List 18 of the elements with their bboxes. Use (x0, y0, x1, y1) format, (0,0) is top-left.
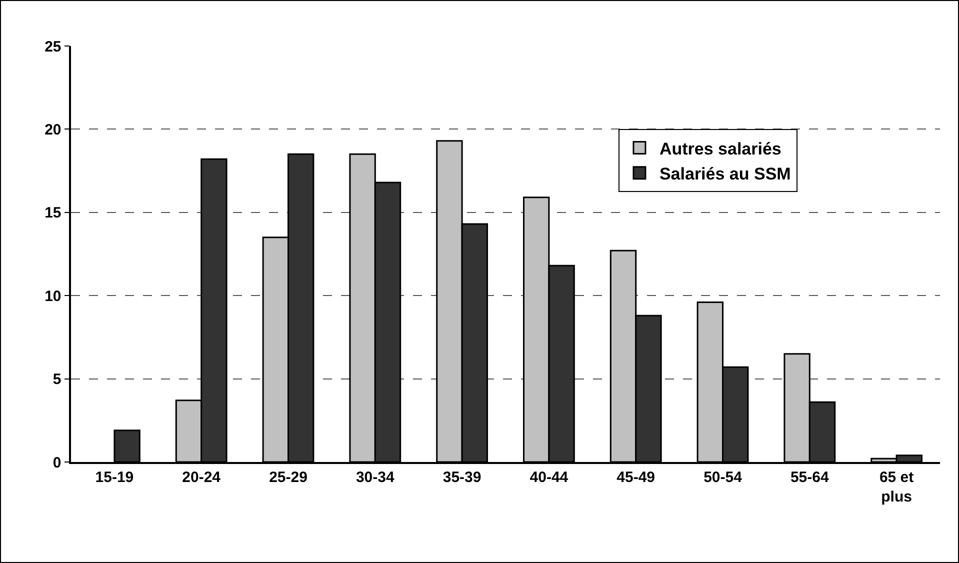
y-tick-label: 10 (44, 288, 62, 305)
y-tick-label: 25 (44, 38, 62, 56)
x-tick-label: 40-44 (530, 468, 569, 486)
y-tick-label: 5 (52, 371, 62, 388)
x-tick-label: 15-19 (95, 468, 134, 486)
x-tick-label: 65 et plus (879, 468, 914, 506)
y-tick-label: 15 (44, 204, 62, 222)
x-tick-label: 20-24 (182, 468, 222, 486)
x-tick-label: 30-34 (356, 468, 395, 486)
legend-label: Autres salariés (659, 139, 782, 158)
x-tick-label: 25-29 (269, 468, 308, 486)
x-tick-label: 50-54 (704, 468, 743, 486)
x-tick-label: 55-64 (790, 468, 830, 486)
x-tick-label: 35-39 (442, 468, 482, 486)
x-tick-label: 45-49 (616, 468, 656, 486)
y-tick-label: 20 (44, 121, 62, 138)
legend-label: Salariés au SSM (659, 164, 791, 184)
y-tick-label: 0 (52, 454, 62, 472)
